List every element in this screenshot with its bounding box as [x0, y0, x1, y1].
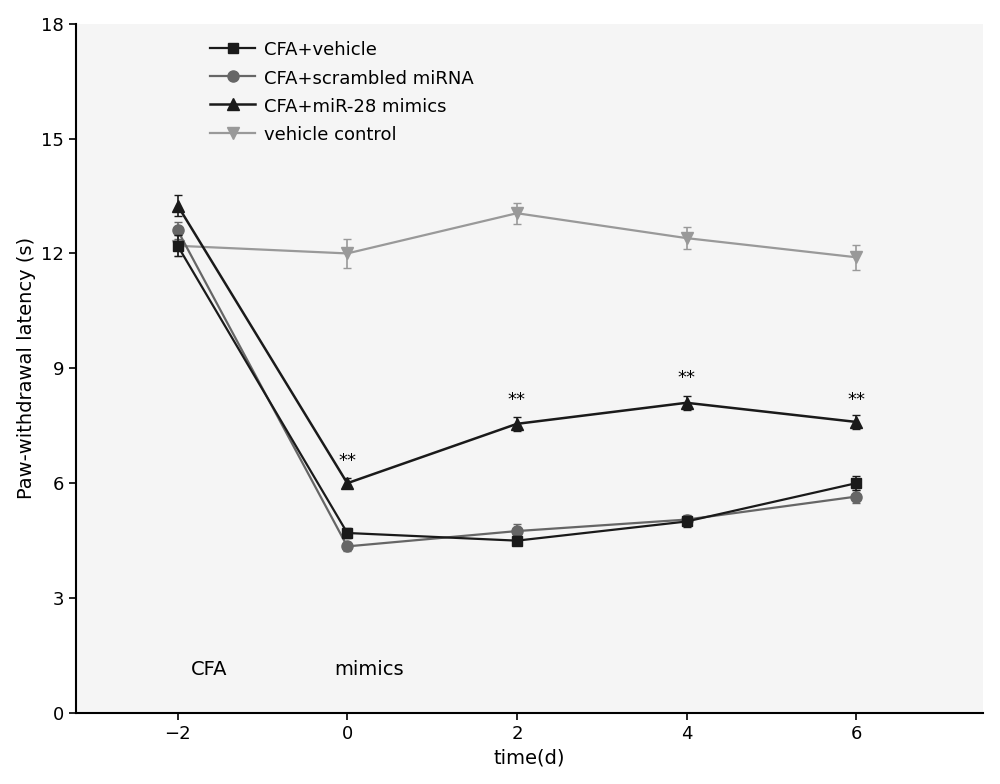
Text: **: **	[678, 369, 696, 387]
Text: **: **	[847, 390, 865, 408]
X-axis label: time(d): time(d)	[494, 749, 565, 768]
Text: **: **	[338, 452, 356, 470]
Text: **: **	[508, 390, 526, 408]
Text: CFA: CFA	[190, 659, 227, 678]
Y-axis label: Paw-withdrawal latency (s): Paw-withdrawal latency (s)	[17, 238, 36, 499]
Legend: CFA+vehicle, CFA+scrambled miRNA, CFA+miR-28 mimics, vehicle control: CFA+vehicle, CFA+scrambled miRNA, CFA+mi…	[203, 33, 481, 151]
Text: mimics: mimics	[335, 659, 404, 678]
